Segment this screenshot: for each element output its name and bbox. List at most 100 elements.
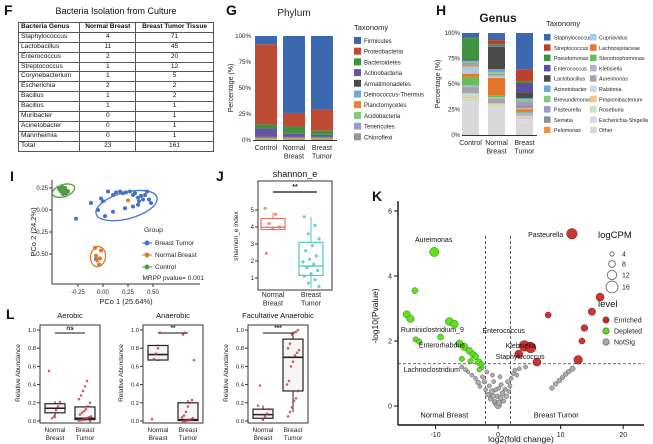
- bar-segment-Chloroflexi: [283, 139, 305, 140]
- jitter-point: [154, 352, 158, 355]
- count-cell: 1: [135, 101, 214, 113]
- jitter-point: [80, 411, 84, 415]
- genus-cell: Streptococcus: [17, 61, 81, 73]
- jitter-point: [187, 418, 191, 422]
- scatter-point: [136, 195, 140, 200]
- subplot-title: Aerobic: [57, 311, 83, 320]
- x-category-label: Breast: [149, 435, 168, 442]
- panel-label-f: F: [4, 2, 13, 18]
- point-annotation: Staphylococcus: [496, 354, 546, 361]
- volcano-plot: 0 2 4 6 -10 0 10 20 log2(fold change) -log10(Pval…: [370, 201, 644, 444]
- y-tick-label: 0.2: [131, 401, 139, 407]
- y-tick-label: 0.0: [131, 419, 139, 425]
- bar-segment-Ralstonia: [462, 93, 479, 97]
- bar-segment-Lactobacillus: [462, 60, 479, 61]
- y-tick-label: 0.8: [236, 346, 244, 352]
- y-tick-label: 100%: [235, 33, 251, 40]
- legend-label: Control: [155, 264, 177, 271]
- bar-segment-Stenotrophomonas: [516, 111, 533, 113]
- legend-label: Breast Tumor: [155, 240, 195, 247]
- bar-segment-Actinobacteria: [311, 134, 333, 137]
- x-category-label: Breast: [76, 427, 95, 434]
- y-axis-label: Relative Abundance: [118, 344, 125, 402]
- x-category-label: Breast: [263, 301, 283, 308]
- bar-segment-Bacteroidetes: [255, 124, 277, 129]
- panel-l-oxygen-boxplots: L Aerobic 0.0 0.2 0.4 0.6 0.8 1.0 Relative Abun…: [4, 306, 350, 444]
- level-legend-label: Depleted: [614, 329, 642, 336]
- y-tick-label: 0.2: [236, 401, 244, 407]
- legend-swatch: [590, 54, 597, 62]
- jitter-point: [308, 257, 312, 261]
- table-row: Muribacter 0 1: [17, 111, 214, 122]
- y-tick-label: 100%: [445, 31, 461, 37]
- legend-label: Deinococcus-Thermus: [364, 93, 424, 99]
- bar-segment-Proteobacteria: [255, 44, 277, 125]
- volcano-point-Depleted: [467, 358, 474, 365]
- count-cell: 11: [79, 41, 137, 53]
- jitter-point: [294, 396, 298, 400]
- jitter-point: [264, 251, 268, 255]
- table-row: Total 23 161: [17, 140, 214, 152]
- x-category-label: Normal: [45, 427, 67, 434]
- bar-segment-Acidobacteria: [283, 138, 305, 139]
- volcano-point-NotSig: [507, 383, 513, 389]
- scatter-point: [121, 191, 125, 196]
- jitter-point: [310, 244, 314, 248]
- count-cell: 2: [79, 81, 137, 93]
- panel-label-i: I: [10, 168, 14, 184]
- legend-swatch: [590, 44, 597, 51]
- jitter-point: [81, 418, 85, 421]
- jitter-point: [263, 206, 267, 210]
- y-tick-label: -0.50: [34, 252, 48, 258]
- bar-segment-Acinetobacter: [488, 69, 505, 73]
- count-cell: 0: [79, 111, 137, 122]
- volcano-point-Depleted: [416, 338, 423, 345]
- bar-segment-Stenotrophomonas: [462, 76, 479, 86]
- jitter-point: [304, 249, 308, 253]
- bar-segment-Enterococcus: [462, 59, 479, 61]
- table-row: Streptococcus 1 12: [17, 61, 214, 73]
- bar-segment-Firmicutes: [311, 36, 333, 110]
- scatter-point: [106, 189, 110, 194]
- plot-border: [39, 324, 101, 424]
- phylum-stacked-bar-chart: Phylum 0% 25% 50% 75% 100% Percentage (%) Contr…: [228, 8, 424, 161]
- count-cell: 1: [135, 130, 214, 142]
- jitter-point: [267, 222, 271, 226]
- bar-segment-Brevundimonas: [488, 72, 505, 74]
- volcano-point-NotSig: [508, 376, 514, 381]
- bar-segment-Aureimonas: [462, 87, 479, 94]
- x-category-label: Breast: [284, 154, 304, 161]
- table-row: Enterococcus 2 20: [17, 51, 214, 63]
- volcano-point-NotSig: [496, 399, 503, 406]
- jitter-point: [290, 333, 294, 336]
- jitter-point: [181, 333, 185, 336]
- bar-segment-Ralstonia: [488, 103, 505, 105]
- point-annotation: Lachnoclostridium: [404, 367, 461, 374]
- genus-cell: Enterococcus: [17, 51, 81, 63]
- level-legend-title: level: [598, 299, 618, 310]
- y-tick-label: 50%: [448, 82, 461, 88]
- x-category-label: Breast: [254, 435, 273, 442]
- jitter-point: [83, 417, 87, 421]
- legend-swatch: [590, 75, 597, 82]
- legend-swatch: [590, 126, 597, 134]
- bar-segment-Roseburia: [462, 98, 479, 102]
- bar-segment-Armatimonadetes: [255, 136, 277, 138]
- scatter-point: [141, 197, 145, 202]
- jitter-point: [316, 268, 320, 272]
- count-cell: 2: [135, 91, 214, 103]
- count-cell: 4: [79, 31, 137, 43]
- legend-swatch: [544, 34, 551, 41]
- volcano-point-Depleted: [437, 333, 444, 341]
- bar-segment-Lactobacillus: [516, 92, 533, 99]
- shannon-boxplot: shannon_e 1 2 3 4 5 shannon_e index ** Normal Bre…: [233, 169, 333, 308]
- y-tick-label: 0.6: [28, 364, 36, 370]
- legend-label: Ralstonia: [599, 87, 621, 93]
- x-category-label: Breast: [486, 149, 506, 156]
- y-tick-label: 0.8: [28, 346, 36, 352]
- jitter-point: [288, 342, 292, 345]
- bar-segment-Firmicutes: [255, 36, 277, 45]
- bar-segment-Bacteroidetes: [311, 130, 333, 135]
